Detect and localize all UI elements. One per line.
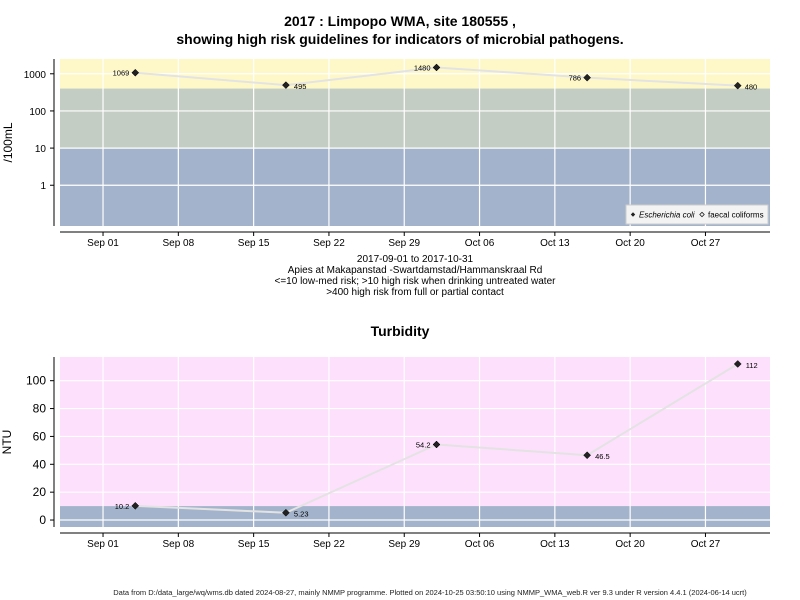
caption-site-name: Apies at Makapanstad -Swartdamstad/Hamma…	[287, 265, 543, 276]
microbial-chart: 1 10 100 1000 Sep 01 Sep 08 Sep 15 Sep 22 Sep 29…	[1, 59, 770, 249]
y-tick-label: 80	[33, 402, 47, 416]
data-point	[432, 63, 441, 72]
x-tick-label: Sep 01	[87, 238, 119, 249]
chart-title-line2: showing high risk guidelines for indicat…	[176, 31, 624, 47]
data-point	[131, 501, 140, 510]
data-point	[583, 73, 591, 82]
caption-risk-contact: >400 high risk from full or partial cont…	[326, 287, 504, 298]
x-tick-label: Oct 27	[691, 238, 721, 249]
data-point	[733, 360, 742, 368]
legend-marker-ecoli	[630, 212, 636, 217]
x-tick-label: Oct 13	[540, 539, 570, 550]
y-tick-label: 1	[40, 181, 46, 192]
data-value-label: 786	[569, 74, 582, 83]
footer-note: Data from D:/data_large/wq/wms.db dated …	[113, 588, 747, 597]
x-tick-label: Oct 20	[615, 539, 645, 550]
data-point	[282, 508, 290, 517]
legend-label-faecal: faecal coliforms	[708, 211, 764, 220]
data-value-label: 495	[294, 82, 307, 91]
y-tick-label: 10	[35, 144, 47, 155]
y-tick-label: 0	[39, 513, 46, 527]
risk-zone-band	[60, 357, 770, 507]
caption-risk-drinking: <=10 low-med risk; >10 high risk when dr…	[274, 276, 556, 287]
x-tick-label: Oct 27	[691, 539, 721, 550]
y-tick-label: 40	[33, 457, 47, 471]
legend-label-ecoli: Escherichia coli	[639, 211, 695, 220]
legend-marker-faecal	[699, 211, 705, 218]
x-tick-label: Sep 08	[162, 539, 194, 550]
y-tick-label: 20	[33, 485, 47, 499]
y-axis-label: /100mL	[1, 122, 15, 162]
data-point	[131, 68, 140, 77]
x-tick-label: Sep 01	[87, 539, 119, 550]
legend-box	[625, 204, 769, 225]
data-value-label: 54.2	[416, 441, 431, 450]
x-tick-label: Sep 15	[238, 238, 270, 249]
x-tick-label: Sep 15	[238, 539, 270, 550]
y-tick-label: 60	[33, 429, 47, 443]
x-tick-label: Oct 06	[465, 539, 495, 550]
data-value-label: 5.23	[294, 510, 309, 519]
y-tick-label: 1000	[24, 70, 47, 81]
x-tick-label: Sep 08	[162, 238, 194, 249]
x-tick-label: Sep 22	[313, 238, 345, 249]
data-value-label: 480	[745, 83, 758, 92]
caption-date-range: 2017-09-01 to 2017-10-31	[356, 254, 474, 265]
y-tick-label: 100	[26, 374, 46, 388]
x-tick-label: Sep 22	[313, 539, 345, 550]
data-value-label: 1480	[414, 63, 431, 72]
chart-title-line1: 2017 : Limpopo WMA, site 180555 ,	[284, 13, 516, 29]
x-tick-label: Oct 13	[540, 238, 570, 249]
risk-zone-band	[60, 506, 770, 527]
data-point	[583, 451, 591, 460]
data-point	[432, 440, 441, 449]
y-axis-label: NTU	[0, 430, 14, 455]
data-value-label: 1069	[113, 69, 130, 78]
x-tick-label: Oct 20	[615, 238, 645, 249]
x-tick-label: Sep 29	[388, 539, 420, 550]
x-tick-label: Sep 29	[388, 238, 420, 249]
data-value-label: 112	[746, 361, 758, 370]
data-value-label: 46.5	[595, 452, 610, 461]
data-point	[733, 81, 742, 90]
data-value-label: 10.2	[115, 502, 130, 511]
y-tick-label: 100	[29, 107, 46, 118]
data-point	[282, 81, 290, 89]
turbidity-title: Turbidity	[370, 323, 430, 339]
x-tick-label: Oct 06	[465, 238, 495, 249]
